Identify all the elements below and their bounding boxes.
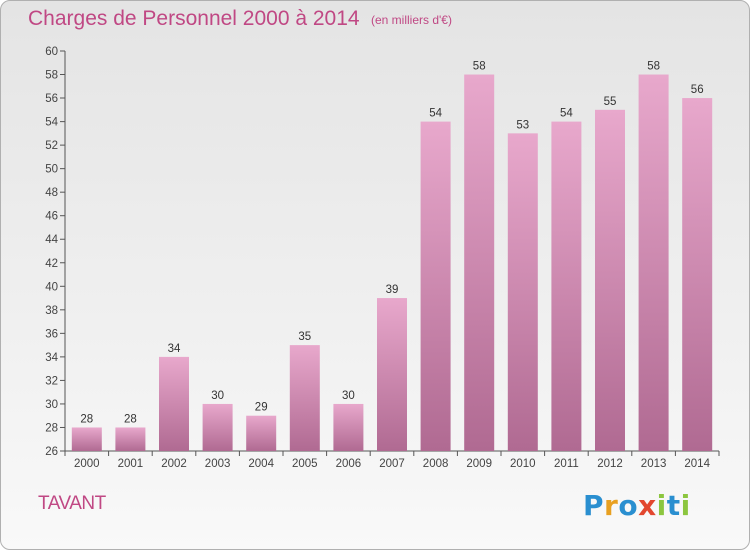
chart-title: Charges de Personnel 2000 à 2014 [28, 7, 360, 30]
bar [115, 427, 146, 451]
data-label: 30 [342, 390, 355, 402]
logo-letter: x [638, 489, 657, 522]
y-tick-label: 50 [45, 164, 58, 176]
bar [71, 427, 102, 451]
bar [420, 121, 451, 452]
logo-letter: r [604, 489, 619, 522]
bar [377, 298, 407, 451]
x-tick-label: 2003 [205, 458, 231, 470]
bar [202, 403, 233, 451]
logo-letter: i [656, 489, 667, 522]
data-label: 34 [168, 343, 181, 355]
bar [159, 356, 189, 451]
logo-letter: o [618, 489, 639, 522]
data-label: 30 [211, 390, 224, 402]
y-tick-label: 56 [45, 93, 58, 105]
y-tick-label: 32 [45, 375, 58, 387]
x-tick-label: 2010 [510, 458, 536, 470]
data-label: 28 [124, 413, 137, 425]
y-tick-label: 28 [45, 422, 58, 434]
x-tick-label: 2000 [74, 458, 100, 470]
bar [595, 109, 625, 451]
x-tick-label: 2004 [248, 458, 274, 470]
data-label: 39 [386, 284, 399, 296]
logo-letter: i [680, 489, 691, 522]
data-label: 29 [255, 402, 268, 414]
bar [682, 98, 713, 451]
y-tick-label: 54 [45, 117, 58, 129]
y-tick-label: 26 [45, 446, 58, 458]
y-tick-label: 42 [45, 258, 58, 270]
x-tick-label: 2014 [684, 458, 710, 470]
y-tick-label: 48 [45, 187, 58, 199]
chart-subtitle: (en milliers d'€) [371, 13, 452, 27]
x-tick-label: 2001 [118, 458, 144, 470]
y-tick-label: 52 [45, 140, 58, 152]
bar [507, 133, 538, 451]
bar [638, 74, 669, 451]
data-label: 58 [473, 61, 486, 73]
x-tick-label: 2013 [641, 458, 667, 470]
logo-letter: P [583, 489, 605, 522]
data-label: 55 [604, 96, 617, 108]
data-label: 54 [560, 108, 573, 120]
x-tick-label: 2009 [466, 458, 492, 470]
x-tick-label: 2007 [379, 458, 405, 470]
x-tick-label: 2008 [423, 458, 449, 470]
y-tick-label: 40 [45, 281, 58, 293]
x-tick-label: 2011 [554, 458, 579, 470]
x-tick-label: 2002 [161, 458, 187, 470]
data-label: 58 [647, 61, 660, 73]
bar [551, 121, 582, 452]
proxiti-logo[interactable]: Proxiti [583, 489, 691, 522]
data-label: 54 [429, 108, 442, 120]
logo-letter: t [666, 489, 681, 522]
bar [464, 74, 495, 451]
bar [333, 403, 364, 451]
data-label: 56 [691, 84, 704, 96]
commune-name: TAVANT [38, 493, 106, 514]
y-tick-label: 36 [45, 328, 58, 340]
y-tick-label: 34 [45, 352, 58, 364]
y-tick-label: 30 [45, 399, 58, 411]
x-tick-label: 2006 [336, 458, 362, 470]
x-tick-label: 2005 [292, 458, 318, 470]
y-tick-label: 60 [45, 46, 58, 58]
data-label: 35 [298, 331, 311, 343]
y-tick-label: 58 [45, 70, 58, 82]
y-tick-label: 38 [45, 305, 58, 317]
x-tick-label: 2012 [597, 458, 623, 470]
data-label: 53 [516, 119, 529, 131]
bar [289, 345, 320, 451]
y-tick-label: 46 [45, 211, 58, 223]
y-tick-label: 44 [45, 234, 58, 246]
bar [246, 415, 277, 451]
data-label: 28 [80, 413, 93, 425]
